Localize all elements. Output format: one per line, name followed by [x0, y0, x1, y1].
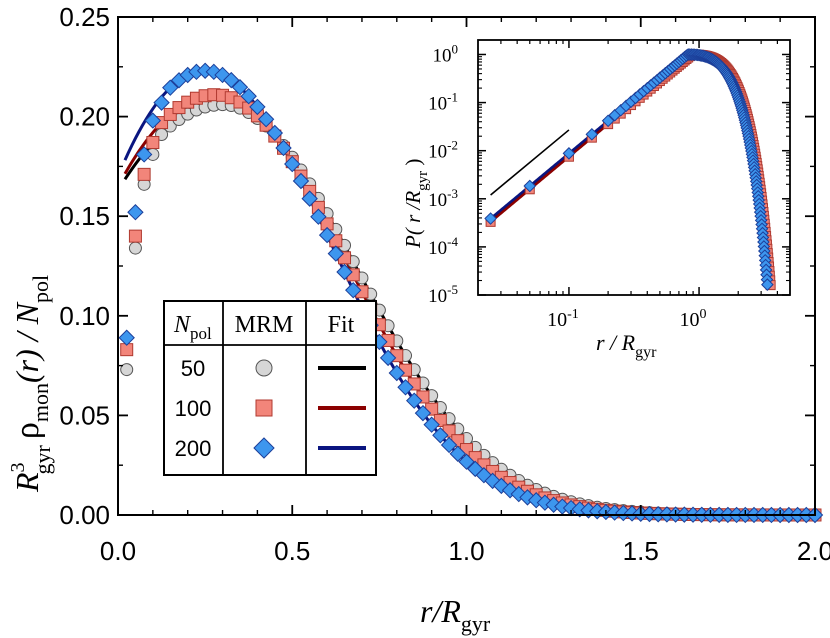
main-x-axis-label: r/Rgyr [420, 593, 491, 636]
legend-marker-n200 [253, 437, 275, 459]
inset-data-point-n200 [562, 147, 576, 160]
data-point-n50 [128, 241, 142, 255]
data-point-n200 [162, 79, 179, 96]
data-point-n200 [379, 349, 397, 367]
data-point-n200 [223, 71, 240, 89]
data-point-n200 [440, 436, 458, 454]
data-point-n200 [336, 263, 353, 281]
x-tick-label: 1.0 [448, 536, 484, 566]
x-tick-label: 0.0 [100, 536, 136, 566]
legend-n-value: 200 [175, 436, 212, 461]
data-point-n200 [475, 467, 493, 484]
data-point-n200 [214, 66, 231, 84]
data-point-n100 [146, 135, 160, 149]
legend-header-fit: Fit [328, 312, 355, 338]
data-point-n200 [301, 190, 318, 207]
legend-n-value: 50 [181, 356, 205, 381]
data-point-n200 [310, 208, 327, 225]
data-point-n200 [449, 445, 466, 462]
inset-y-tick-label: 10-1 [428, 90, 458, 115]
y-tick-label: 0.25 [59, 2, 110, 32]
data-point-n200 [257, 111, 275, 128]
main-ticks [117, 16, 816, 516]
data-point-n200 [345, 281, 362, 299]
inset-data-point-n200 [585, 127, 599, 141]
legend: Npol MRM Fit 50 100 200 [163, 300, 377, 476]
data-point-n100 [137, 167, 151, 181]
inset-x-axis-label: r / Rgyr [596, 330, 657, 361]
data-point-n200 [414, 404, 432, 422]
data-point-n200 [292, 172, 310, 190]
inset-data-point-n200 [523, 179, 537, 193]
y-tick-label: 0.20 [59, 102, 110, 132]
data-point-n200 [275, 139, 292, 157]
inset-ticks [478, 40, 790, 296]
data-point-n200 [240, 87, 257, 105]
data-point-n200 [127, 204, 144, 221]
main-tick-labels: 0.0 0.5 1.0 1.5 2.0 0.00 0.05 0.10 0.15 0.20 0.25 [59, 2, 830, 566]
y-tick-label: 0.05 [59, 400, 110, 430]
legend-marker-n100 [255, 399, 273, 417]
data-point-n100 [128, 229, 142, 243]
data-point-n200 [144, 112, 162, 129]
inset-y-tick-label: 10-4 [428, 234, 458, 259]
data-point-n200 [135, 146, 153, 163]
main-plot: 0.0 0.5 1.0 1.5 2.00.000.050.100.150.200.25 … [7, 2, 830, 636]
data-point-n200 [266, 124, 284, 142]
x-tick-label: 1.5 [623, 536, 659, 566]
legend-n-value: 100 [175, 396, 212, 421]
y-tick-label: 0.10 [59, 301, 110, 331]
data-point-n200 [153, 94, 170, 111]
data-point-n200 [432, 427, 449, 444]
data-point-n200 [118, 329, 135, 346]
y-tick-label: 0.15 [59, 201, 110, 231]
inset-data-point-n200 [761, 278, 774, 291]
legend-rows: 50 100 200 [175, 356, 366, 461]
data-point-n200 [249, 98, 266, 116]
data-point-n200 [406, 392, 423, 409]
inset-y-tick-label: 10-3 [428, 186, 458, 211]
inset-plot-frame [477, 39, 791, 296]
data-point-n200 [388, 364, 406, 382]
x-tick-label: 2.0 [797, 536, 830, 566]
data-point-n200 [327, 245, 345, 262]
y-tick-label: 0.00 [59, 500, 110, 530]
inset-x-tick-label: 100 [680, 307, 707, 331]
inset-y-axis-label: P( r /Rgyr ) [401, 159, 431, 249]
data-point-n50 [120, 363, 134, 377]
inset-y-tick-label: 10-2 [428, 138, 458, 163]
inset-data-point-n200 [601, 114, 615, 128]
data-point-n200 [231, 79, 249, 96]
x-tick-label: 0.5 [274, 536, 310, 566]
inset-y-tick-label: 10-5 [428, 282, 458, 307]
data-point-n200 [501, 482, 519, 499]
legend-header-n: Npol [173, 312, 212, 343]
data-point-n200 [397, 379, 414, 396]
data-point-n200 [510, 485, 527, 503]
legend-marker-n50 [255, 359, 273, 377]
data-point-n200 [458, 453, 475, 470]
data-point-n200 [423, 416, 440, 433]
data-point-n200 [484, 472, 501, 490]
data-point-n200 [318, 226, 336, 244]
inset-x-tick-label: 10-1 [547, 307, 579, 331]
inset-data-points [484, 48, 776, 291]
legend-header-mrm: MRM [235, 312, 294, 338]
inset-reference-line [490, 129, 570, 196]
inset-y-tick-label: 100 [433, 41, 459, 66]
inset-data-point-n200 [484, 212, 497, 225]
inset-tick-labels: 10-1 100 100 10-1 10-2 10-3 10-4 10-5 [428, 41, 706, 331]
data-point-n200 [284, 155, 301, 173]
main-y-axis-label: R3gyrρmon(r) / Npol [7, 275, 55, 493]
